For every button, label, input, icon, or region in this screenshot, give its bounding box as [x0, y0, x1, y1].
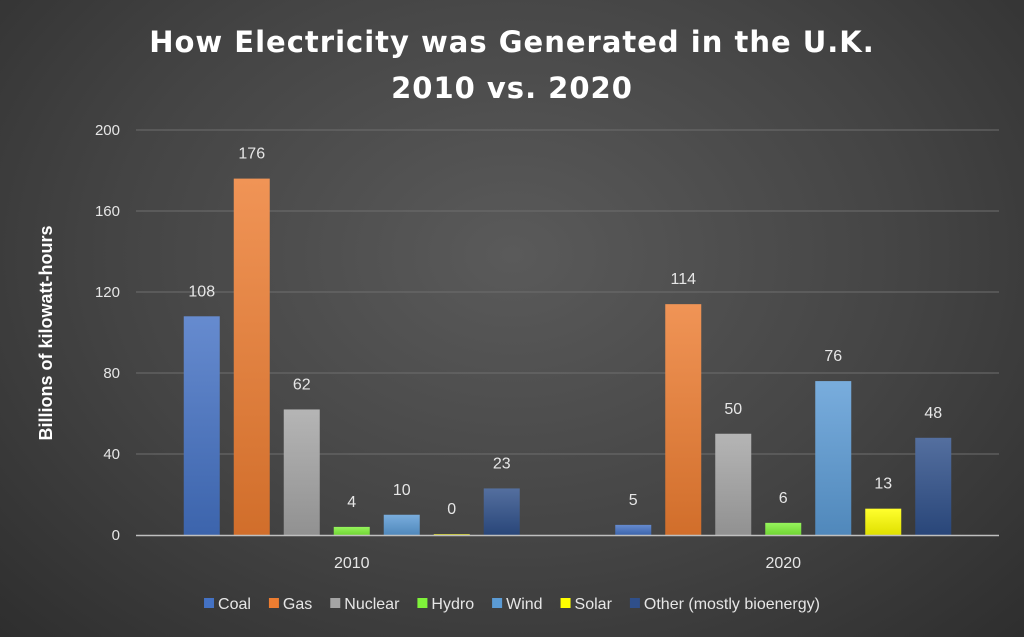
legend-swatch-solar — [560, 598, 571, 608]
legend-label-coal: Coal — [218, 596, 251, 613]
bar-solar-2020 — [865, 508, 902, 535]
legend-label-gas: Gas — [283, 596, 312, 613]
legend-swatch-other-mostly-bioenergy — [629, 598, 640, 608]
y-tick-label: 40 — [103, 446, 120, 463]
data-label-wind-2020: 76 — [824, 348, 842, 365]
legend-label-nuclear: Nuclear — [344, 596, 400, 613]
y-tick-label: 0 — [112, 527, 120, 544]
data-label-hydro-2010: 4 — [347, 494, 356, 511]
gridlines — [136, 129, 999, 455]
bar-gas-2020 — [665, 304, 702, 535]
data-label-wind-2010: 10 — [393, 482, 411, 499]
bar-wind-2020 — [815, 381, 852, 535]
legend-label-solar: Solar — [575, 596, 613, 613]
bar-nuclear-2020 — [715, 433, 752, 535]
chart-title-line-1: How Electricity was Generated in the U.K… — [149, 25, 875, 59]
y-axis-label: Billions of kilowatt-hours — [36, 226, 56, 441]
y-axis-ticks: 0 40 80 120 160 200 — [95, 122, 120, 544]
bar-nuclear-2010 — [283, 409, 320, 535]
bar-other-mostly-bioenergy-2010 — [483, 488, 520, 535]
y-tick-label: 120 — [95, 284, 120, 301]
data-label-solar-2020: 13 — [874, 476, 892, 493]
data-label-nuclear-2020: 50 — [724, 401, 742, 418]
legend-label-other-mostly-bioenergy: Other (mostly bioenergy) — [644, 596, 820, 613]
bar-solar-2010 — [433, 534, 470, 535]
data-label-gas-2010: 176 — [238, 146, 265, 163]
y-tick-label: 200 — [95, 122, 120, 139]
chart-title-line-2: 2010 vs. 2020 — [391, 71, 633, 105]
data-labels: 108 176 62 4 10 0 23 5 114 50 6 76 13 48 — [188, 146, 942, 519]
data-label-nuclear-2010: 62 — [293, 376, 311, 393]
data-label-hydro-2020: 6 — [779, 490, 788, 507]
bar-hydro-2020 — [765, 522, 802, 535]
bar-coal-2020 — [615, 524, 652, 535]
bars — [183, 178, 952, 535]
data-label-other-mostly-bioenergy-2010: 23 — [493, 455, 511, 472]
bar-hydro-2010 — [333, 526, 370, 535]
legend-swatch-wind — [492, 598, 503, 608]
data-label-other-mostly-bioenergy-2020: 48 — [924, 405, 942, 422]
y-tick-label: 80 — [103, 365, 120, 382]
bar-wind-2010 — [383, 514, 420, 535]
data-label-gas-2020: 114 — [670, 271, 696, 288]
legend-swatch-gas — [268, 598, 279, 608]
legend-label-wind: Wind — [506, 596, 542, 613]
data-label-coal-2010: 108 — [188, 283, 215, 300]
legend-swatch-coal — [204, 598, 215, 608]
y-tick-label: 160 — [95, 203, 120, 220]
data-label-solar-2010: 0 — [447, 501, 456, 518]
bar-coal-2010 — [183, 316, 220, 535]
category-label-2010: 2010 — [334, 555, 370, 572]
legend-label-hydro: Hydro — [431, 596, 474, 613]
legend-swatch-hydro — [417, 598, 428, 608]
legend: Coal Gas Nuclear Hydro Wind Solar Other (mostl… — [204, 596, 820, 613]
data-label-coal-2020: 5 — [629, 492, 638, 509]
category-label-2020: 2020 — [765, 555, 801, 572]
bar-gas-2010 — [233, 178, 270, 535]
bar-other-mostly-bioenergy-2020 — [915, 437, 952, 535]
legend-swatch-nuclear — [330, 598, 341, 608]
x-axis-categories: 2010 2020 — [334, 555, 801, 572]
